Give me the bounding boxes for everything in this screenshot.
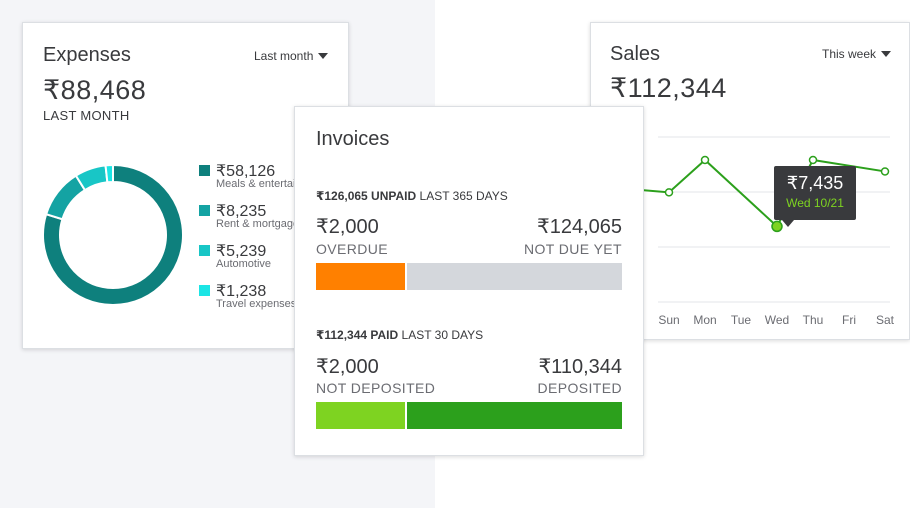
x-tick-label: Sun [658,313,679,327]
legend-item: ₹1,238 Travel expenses [199,281,348,321]
invoices-card[interactable]: Invoices ₹126,065 UNPAID LAST 365 DAYS ₹… [294,106,644,456]
x-tick-label: Fri [842,313,856,327]
expenses-donut-chart[interactable] [41,163,185,307]
deposited-label: DEPOSITED [537,380,622,396]
not-deposited-amount: ₹2,000 [316,356,379,378]
expenses-title: Expenses [43,44,131,66]
legend-amount: ₹1,238 [216,283,267,300]
sales-point[interactable] [700,155,710,165]
sales-period-label: This week [822,47,877,61]
tooltip-value: ₹7,435 [786,173,844,193]
tooltip-date: Wed 10/21 [786,196,844,210]
chevron-down-icon [881,51,892,57]
overdue-label: OVERDUE [316,241,389,257]
sales-period-dropdown[interactable]: This week [822,47,892,61]
donut-slice[interactable] [42,163,184,306]
legend-amount: ₹58,126 [216,163,276,180]
sales-total: ₹112,344 [610,73,727,103]
not-deposited-label: NOT DEPOSITED [316,380,436,396]
expenses-period-dropdown[interactable]: Last month [254,49,329,63]
legend-amount: ₹5,239 [216,243,267,260]
legend-swatch [199,165,210,176]
legend-amount: ₹8,235 [216,203,267,220]
unpaid-summary: ₹126,065 UNPAID LAST 365 DAYS [316,189,508,203]
sales-point[interactable] [880,167,890,176]
legend-swatch [199,245,210,256]
not-deposited-bar[interactable] [316,402,405,429]
x-tick-label: Thu [803,313,824,327]
not-due-bar[interactable] [407,263,622,290]
sales-line-chart[interactable]: Sun Mon Tue Wed Thu Fri Sat [591,23,910,340]
sales-point[interactable] [771,220,783,233]
not-due-amount: ₹124,065 [536,216,622,238]
sales-point[interactable] [664,188,674,197]
legend-item: ₹8,235 Rent & mortgage [199,201,348,241]
legend-swatch [199,285,210,296]
paid-summary: ₹112,344 PAID LAST 30 DAYS [316,328,483,342]
sales-series-line [630,158,886,229]
overdue-bar[interactable] [316,263,405,290]
legend-item: ₹5,239 Automotive [199,241,348,281]
x-tick-label: Sat [876,313,895,327]
expenses-caption: LAST MONTH [43,108,130,123]
chevron-down-icon [318,53,329,59]
legend-label: Rent & mortgage [216,218,300,230]
sales-point[interactable] [808,155,818,165]
legend-swatch [199,205,210,216]
sales-title: Sales [610,43,661,65]
sales-tooltip: ₹7,435 Wed 10/21 [774,166,856,227]
legend-label: Automotive [216,258,272,270]
donut-slice[interactable] [104,163,114,184]
deposited-amount: ₹110,344 [538,356,622,378]
x-tick-label: Wed [765,313,789,327]
x-tick-label: Tue [731,313,752,327]
deposited-bar[interactable] [407,402,622,429]
paid-summary-amount: ₹112,344 PAID [316,328,399,342]
expenses-total: ₹88,468 [43,75,147,105]
expenses-period-label: Last month [254,49,314,63]
unpaid-summary-amount: ₹126,065 UNPAID [316,189,417,203]
overdue-amount: ₹2,000 [316,216,379,238]
not-due-label: NOT DUE YET [523,241,622,257]
paid-summary-period: LAST 30 DAYS [401,328,484,342]
x-tick-label: Mon [693,313,716,327]
legend-label: Travel expenses [216,298,297,310]
invoices-title: Invoices [316,128,390,150]
unpaid-summary-period: LAST 365 DAYS [419,189,508,203]
